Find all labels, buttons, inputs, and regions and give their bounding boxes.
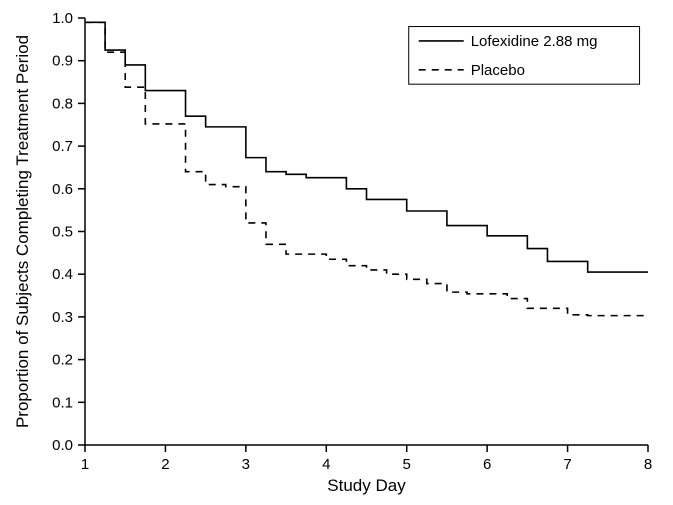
y-tick-label: 0.9 (52, 53, 73, 70)
y-tick-label: 0.3 (52, 309, 73, 326)
y-tick-label: 0.0 (52, 437, 73, 454)
y-tick-label: 1.0 (52, 10, 73, 27)
x-tick-label: 8 (644, 456, 652, 473)
y-axis-label: Proportion of Subjects Completing Treatm… (13, 35, 32, 428)
legend-label: Placebo (471, 62, 525, 79)
x-tick-label: 4 (322, 456, 330, 473)
x-axis-label: Study Day (327, 476, 406, 495)
y-tick-label: 0.2 (52, 352, 73, 369)
x-tick-label: 5 (403, 456, 411, 473)
y-tick-label: 0.4 (52, 266, 73, 283)
y-tick-label: 0.7 (52, 138, 73, 155)
x-tick-label: 1 (81, 456, 89, 473)
x-tick-label: 7 (563, 456, 571, 473)
y-tick-label: 0.1 (52, 394, 73, 411)
legend-label: Lofexidine 2.88 mg (471, 33, 598, 50)
x-tick-label: 3 (242, 456, 250, 473)
x-tick-label: 6 (483, 456, 491, 473)
y-tick-label: 0.8 (52, 95, 73, 112)
y-tick-label: 0.5 (52, 224, 73, 241)
legend: Lofexidine 2.88 mg Placebo (409, 27, 640, 85)
chart-svg: 0.0 0.1 0.2 0.3 0.4 0.5 0.6 0.7 0.8 0.9 1.0 1 2 3 4 5 6 7… (0, 0, 673, 505)
x-tick-label: 2 (161, 456, 169, 473)
y-tick-label: 0.6 (52, 181, 73, 198)
survival-chart: 0.0 0.1 0.2 0.3 0.4 0.5 0.6 0.7 0.8 0.9 1.0 1 2 3 4 5 6 7… (0, 0, 673, 505)
